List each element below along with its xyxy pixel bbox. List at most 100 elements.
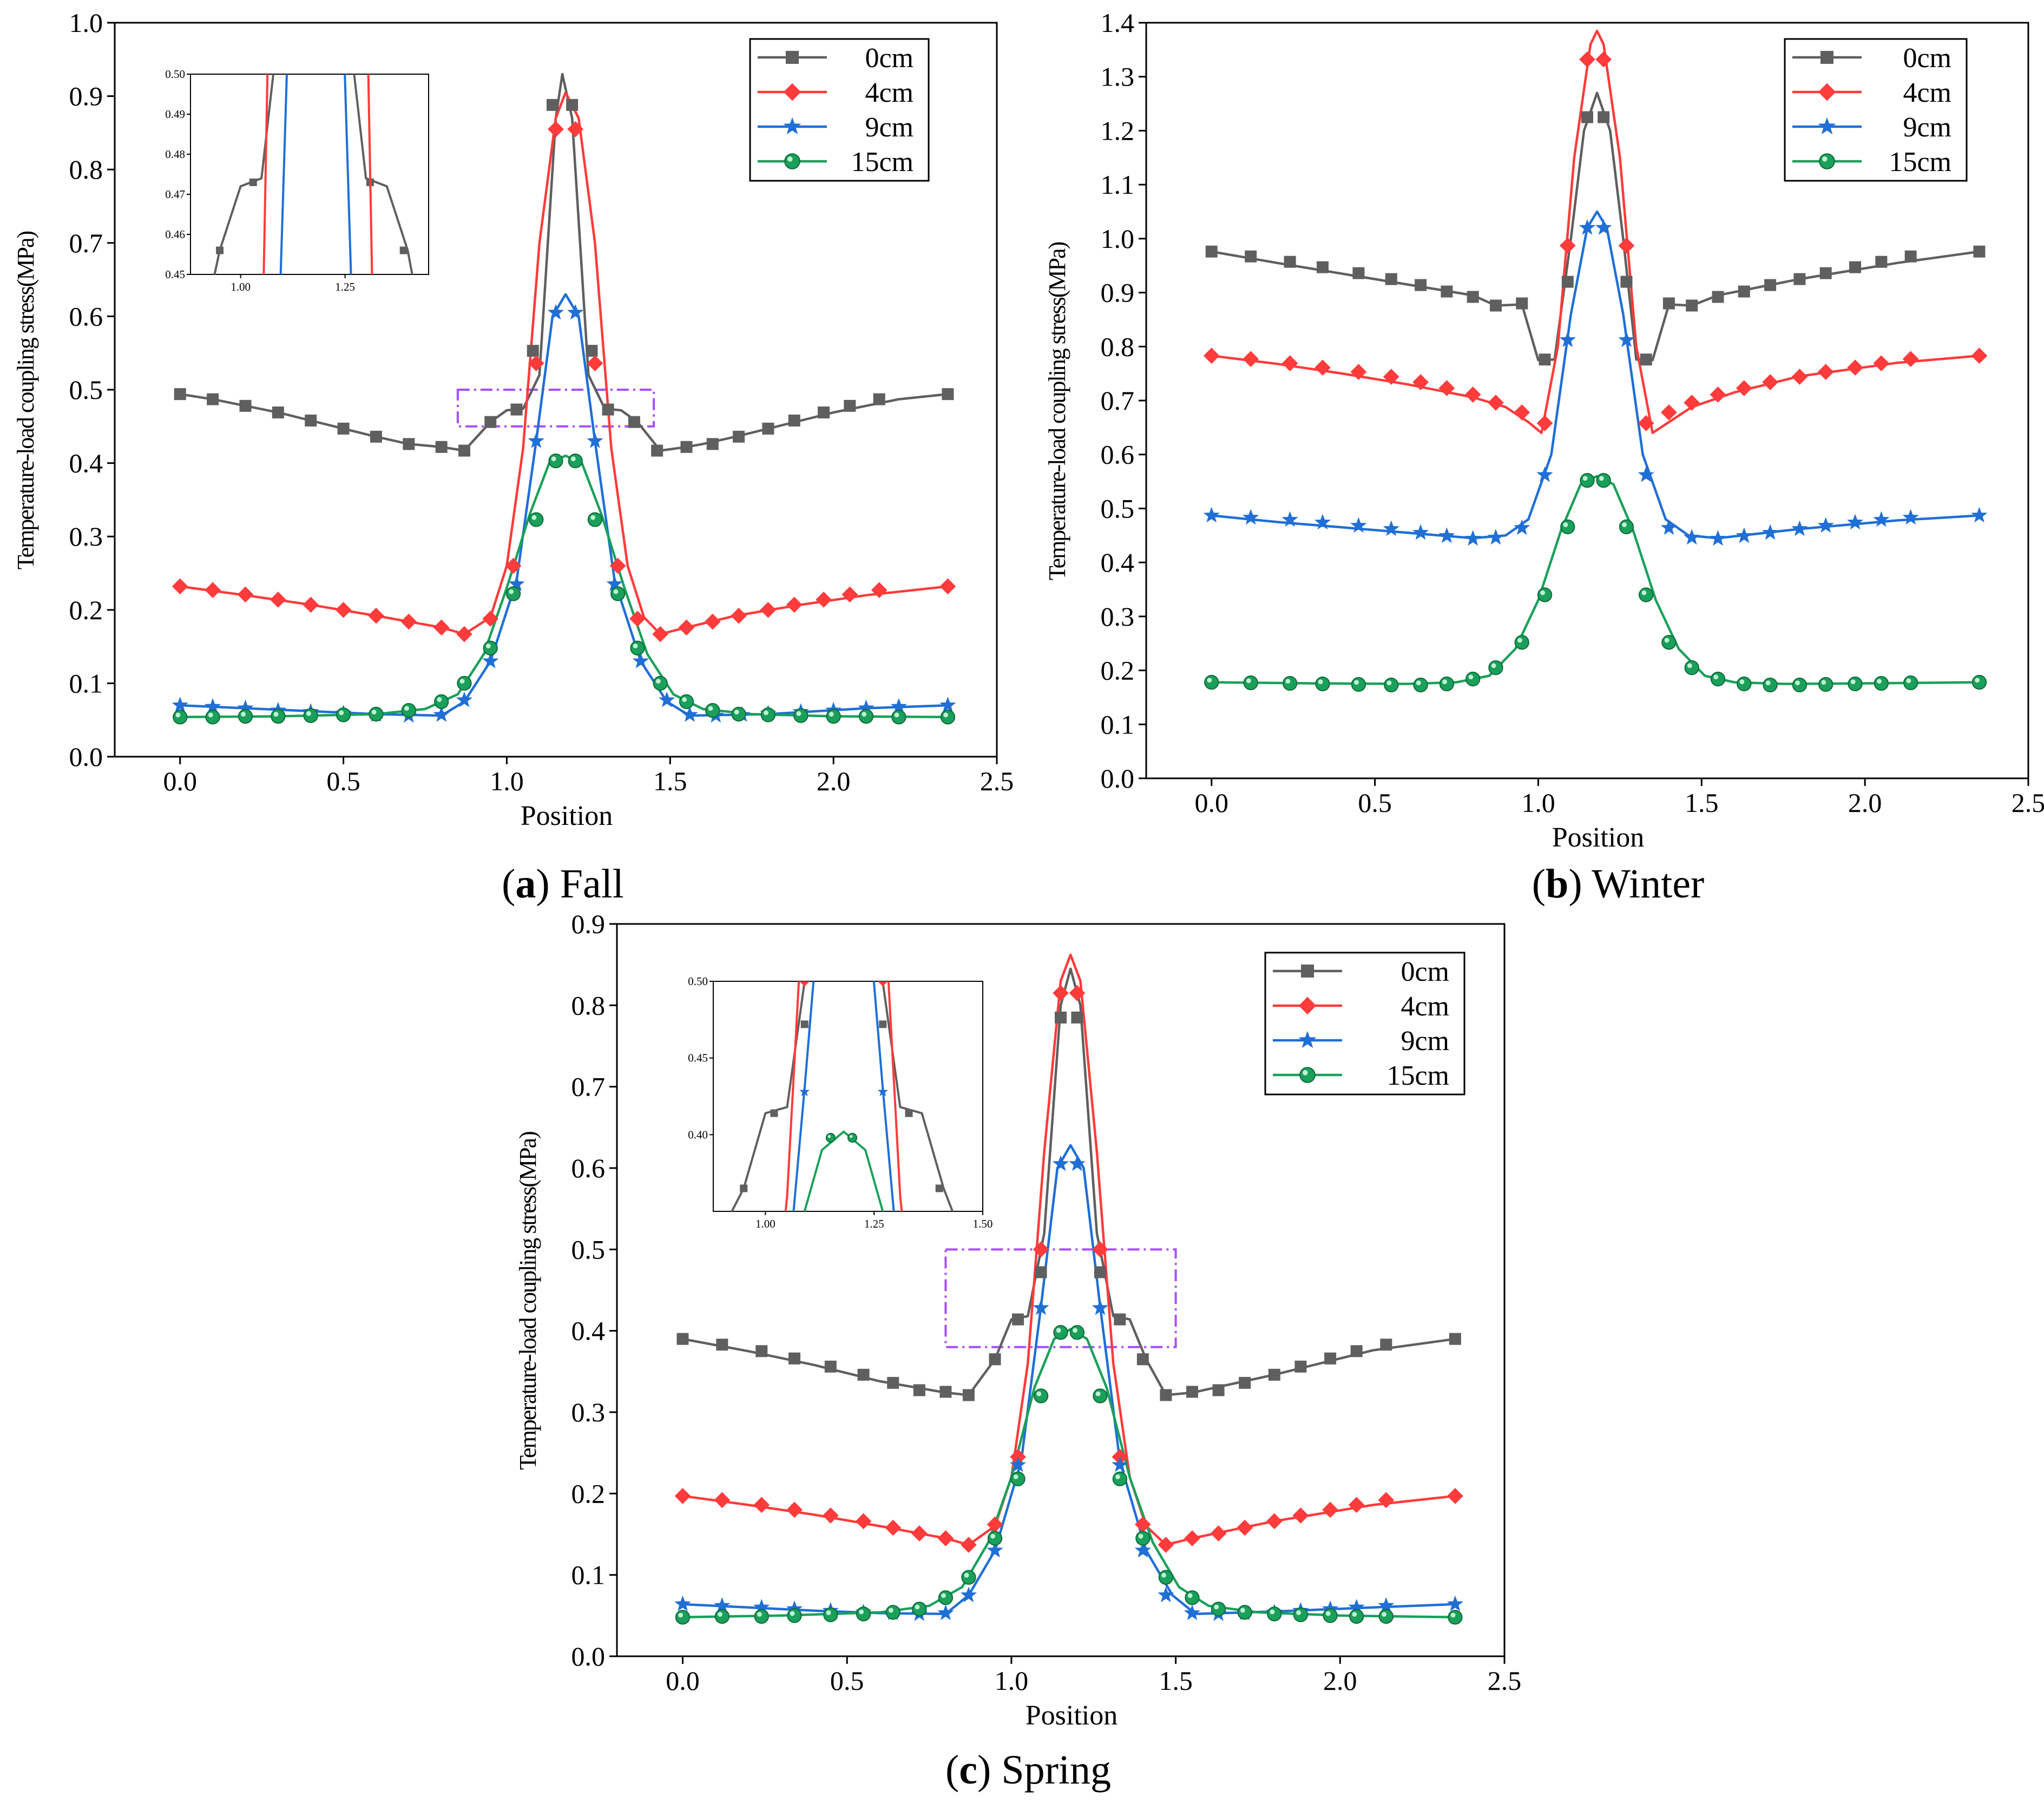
winter-marker-4cm (1536, 415, 1553, 431)
fall-marker-0cm (566, 99, 579, 111)
spring-inset-marker-4cm (704, 1533, 714, 1543)
fall-inset-marker-4cm (378, 1031, 388, 1041)
spring-legend-label-9cm: 9cm (1401, 1026, 1449, 1057)
winter-marker-0cm (1385, 273, 1397, 285)
winter-legend-marker-15cm (1819, 153, 1835, 169)
fall-series-group (172, 73, 956, 725)
spring-marker-15cm-highlight (1240, 1608, 1245, 1613)
fall-marker-9cm (659, 691, 675, 707)
spring-inset-marker-15cm (1070, 1661, 1079, 1670)
spring-plot-frame (616, 923, 1506, 1657)
spring-inset-marker-15cm-highlight (771, 1411, 774, 1414)
winter-marker-15cm-highlight (1739, 679, 1745, 685)
spring-inset-marker-9cm (326, 1644, 336, 1654)
winter-marker-9cm (1536, 466, 1553, 482)
spring-marker-0cm (1324, 1352, 1337, 1365)
fall-marker-4cm (172, 578, 188, 595)
fall-marker-4cm (678, 619, 695, 636)
winter-marker-9cm (1438, 527, 1455, 543)
winter-marker-15cm (1514, 635, 1529, 650)
fall-marker-0cm (628, 416, 640, 428)
fall-ytick-label: 0.4 (69, 448, 103, 478)
spring-inset-frame (713, 981, 983, 1212)
fall-marker-4cm (270, 591, 286, 608)
spring-series-line-9cm (682, 1144, 1455, 1616)
winter-marker-0cm (1598, 111, 1610, 123)
caption-fall: (a) Fall (502, 861, 624, 907)
winter-marker-15cm (1639, 587, 1654, 602)
spring-marker-4cm (961, 1537, 977, 1553)
spring-inset-marker-9cm (474, 1654, 484, 1663)
spring-inset-marker-15cm-highlight (1071, 1662, 1074, 1665)
spring-marker-15cm-highlight (1450, 1612, 1456, 1618)
fall-ytick-label: 0.1 (69, 668, 103, 698)
winter-xtick-label: 0.0 (1194, 788, 1228, 818)
winter-xtick-label: 2.0 (1848, 788, 1882, 818)
fall-xtick-label: 0.5 (326, 766, 360, 796)
spring-marker-0cm (913, 1384, 925, 1396)
winter-marker-9cm (1464, 530, 1481, 546)
fall-inset-marker-15cm (215, 1480, 224, 1488)
spring-marker-15cm (1069, 1325, 1085, 1340)
spring-inset-marker-9cm (378, 1648, 388, 1657)
spring-inset-marker-0cm (827, 541, 834, 548)
fall-legend-label-9cm: 9cm (865, 112, 913, 143)
fall-marker-4cm (433, 619, 450, 636)
fall-marker-15cm (238, 709, 253, 724)
spring-marker-9cm (1092, 1299, 1109, 1315)
spring-inset-marker-15cm (1143, 1665, 1152, 1674)
spring-marker-4cm (937, 1530, 954, 1546)
winter-marker-15cm (1351, 677, 1366, 692)
winter-marker-9cm (1314, 514, 1331, 530)
caption-fall-letter: a (515, 861, 536, 907)
fall-marker-15cm-highlight (437, 697, 442, 702)
spring-inset-marker-15cm-highlight (1002, 1635, 1005, 1638)
winter-marker-15cm-highlight (1318, 679, 1323, 685)
winter-marker-15cm-highlight (1442, 679, 1447, 685)
spring-inset-xtick-label: 1.50 (973, 1217, 993, 1230)
winter-marker-9cm (1902, 509, 1919, 525)
spring-marker-15cm-highlight (790, 1611, 795, 1616)
fall-marker-0cm (586, 345, 598, 357)
fall-marker-9cm (606, 575, 623, 592)
spring-inset-marker-15cm (326, 1670, 335, 1679)
winter-marker-4cm (1847, 359, 1863, 376)
fall-marker-0cm (370, 430, 382, 443)
spring-marker-15cm-highlight (1382, 1612, 1386, 1617)
fall-marker-0cm (527, 345, 539, 357)
spring-marker-15cm (938, 1590, 954, 1605)
fall-inset-marker-9cm (373, 1130, 384, 1140)
fall-marker-15cm (505, 586, 521, 601)
fall-marker-15cm (587, 512, 603, 527)
winter-marker-15cm (1818, 677, 1833, 692)
fall-inset-marker-4cm (181, 1403, 192, 1413)
spring-inset-marker-4cm (1217, 1458, 1227, 1468)
spring-marker-15cm-highlight (859, 1609, 864, 1615)
fall-inset-frame (190, 74, 429, 275)
spring-marker-15cm (1093, 1388, 1108, 1404)
fall-marker-0cm (337, 422, 350, 435)
spring-inset-marker-9cm (604, 1661, 614, 1671)
spring-inset-marker-15cm (378, 1669, 387, 1677)
spring-marker-9cm (1158, 1586, 1174, 1603)
winter-marker-9cm (1684, 529, 1700, 545)
winter-marker-9cm (1791, 520, 1808, 536)
spring-marker-15cm-highlight (941, 1593, 946, 1598)
spring-inset-marker-15cm-highlight (328, 1671, 331, 1675)
fall-marker-15cm-highlight (208, 712, 213, 718)
fall-marker-15cm-highlight (894, 712, 899, 718)
fall-inset-marker-9cm (348, 349, 358, 359)
spring-marker-15cm-highlight (1095, 1391, 1101, 1396)
spring-marker-4cm (855, 1513, 872, 1530)
winter-ytick-label: 0.6 (1101, 440, 1135, 470)
fall-inset-marker-4cm (68, 1303, 78, 1313)
winter-xtick-label: 0.5 (1358, 788, 1392, 818)
winter-marker-15cm (1684, 660, 1699, 676)
winter-marker-15cm (1384, 677, 1399, 693)
winter-marker-15cm (1580, 473, 1595, 488)
spring-inset-marker-9cm (639, 1663, 649, 1673)
fall-marker-15cm (653, 676, 668, 691)
spring-inset-marker-15cm (847, 1132, 858, 1143)
spring-marker-15cm-highlight (1161, 1572, 1166, 1578)
